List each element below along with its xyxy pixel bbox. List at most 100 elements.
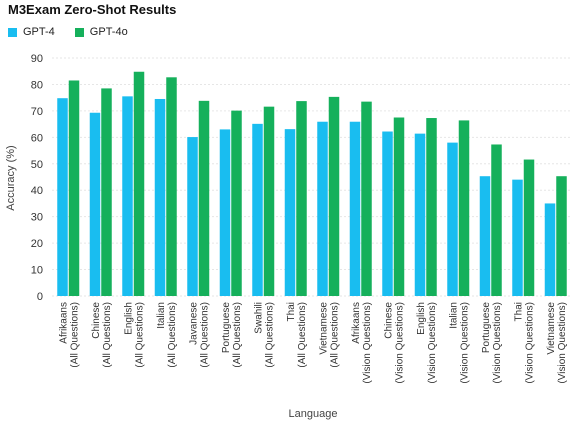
x-tick-label-line: Javanese [188, 302, 199, 345]
x-tick-label-line: (Vision Questions) [362, 302, 373, 384]
x-tick-label: Italian (Vision Questions) [448, 302, 470, 384]
legend-item-gpt-4o: GPT-4o [74, 26, 128, 38]
x-tick-label: Portuguese (Vision Questions) [481, 302, 503, 384]
x-tick-label: Afrikaans (All Questions) [58, 302, 80, 368]
x-tick-label: Vietnamese (Vision Questions) [546, 302, 568, 384]
x-tick-label-line: (Vision Questions) [394, 302, 405, 384]
bar-gpt-4o [556, 176, 567, 296]
y-tick-label: 80 [31, 79, 43, 91]
bar-gpt-4o [328, 96, 340, 296]
legend-label-gpt-4o: GPT-4o [89, 26, 128, 38]
x-tick-label-line: Portuguese [481, 302, 492, 354]
x-tick-label-line: (Vision Questions) [427, 302, 438, 384]
x-tick-label: Vietnamese (All Questions) [318, 302, 340, 368]
x-tick-label-line: (All Questions) [102, 302, 113, 368]
bar-gpt-4o [133, 71, 145, 296]
x-axis-ticks: Afrikaans (All Questions) Chinese (All Ques… [58, 302, 568, 384]
x-tick-label: Swahili (All Questions) [253, 302, 275, 368]
x-tick-label-line: Thai [286, 302, 297, 321]
x-tick-label-line: (All Questions) [69, 302, 80, 368]
x-tick-label-line: (All Questions) [232, 302, 243, 368]
x-tick-label-line: English [416, 302, 427, 335]
x-tick-label: Thai (All Questions) [286, 302, 308, 368]
x-tick-label-line: (Vision Questions) [557, 302, 568, 384]
bar-gpt-4o [491, 144, 502, 296]
x-tick-label: Thai (Vision Questions) [513, 302, 535, 384]
chart-title: M3Exam Zero-Shot Results [8, 2, 177, 17]
bar-gpt-4 [252, 123, 263, 296]
legend-item-gpt-4: GPT-4 [8, 26, 55, 38]
bar-gpt-4 [219, 129, 231, 296]
bar-gpt-4o [523, 159, 535, 296]
bar-gpt-4o [231, 110, 242, 296]
bar-gpt-4 [382, 131, 393, 296]
y-tick-label: 70 [31, 106, 43, 118]
bar-gpt-4 [479, 176, 491, 296]
x-tick-label: Chinese (All Questions) [91, 302, 113, 368]
x-tick-label: Italian (All Questions) [156, 302, 178, 368]
legend: GPT-4 GPT-4o [8, 26, 148, 38]
x-tick-label-line: (Vision Questions) [459, 302, 470, 384]
bar-gpt-4 [284, 129, 296, 296]
bar-gpt-4o [296, 101, 307, 296]
bar-gpt-4o [101, 88, 112, 297]
bar-gpt-4 [57, 98, 68, 296]
x-tick-label-line: (Vision Questions) [492, 302, 503, 384]
bar-gpt-4o [263, 106, 275, 296]
y-tick-label: 40 [31, 185, 43, 197]
x-tick-label-line: Swahili [253, 302, 264, 334]
x-tick-label: Afrikaans (Vision Questions) [351, 302, 373, 384]
bar-gpt-4o [361, 101, 372, 296]
x-tick-label-line: Vietnamese [546, 302, 557, 355]
bar-gpt-4 [544, 203, 556, 296]
bar-gpt-4 [187, 137, 198, 296]
bar-gpt-4 [512, 179, 523, 296]
x-tick-label-line: (All Questions) [297, 302, 308, 368]
bar-gpt-4o [458, 120, 470, 296]
x-tick-label: Chinese (Vision Questions) [383, 302, 405, 384]
x-tick-label-line: (Vision Questions) [524, 302, 535, 384]
bar-gpt-4 [154, 98, 166, 296]
y-axis-ticks: 0 10 20 30 40 50 60 70 80 90 [31, 53, 43, 303]
bar-gpt-4o [426, 118, 437, 296]
x-tick-label-line: Afrikaans [351, 302, 362, 344]
x-tick-label-line: Thai [513, 302, 524, 321]
x-axis-label: Language [289, 408, 338, 420]
bar-gpt-4o [198, 100, 210, 296]
y-tick-label: 10 [31, 265, 43, 277]
x-tick-label-line: Chinese [383, 302, 394, 339]
bars [57, 71, 567, 297]
x-tick-label-line: (All Questions) [264, 302, 275, 368]
y-tick-label: 90 [31, 53, 43, 65]
x-tick-label-line: English [123, 302, 134, 335]
bar-gpt-4 [447, 142, 458, 296]
bar-gpt-4 [317, 121, 328, 296]
y-tick-label: 20 [31, 238, 43, 250]
x-tick-label-line: (All Questions) [199, 302, 210, 368]
bar-gpt-4 [349, 121, 361, 296]
x-tick-label: Javanese (All Questions) [188, 302, 210, 368]
bar-gpt-4o [166, 77, 177, 296]
x-tick-label: Portuguese (All Questions) [221, 302, 243, 368]
bar-gpt-4o [393, 117, 405, 296]
x-tick-label-line: Portuguese [221, 302, 232, 354]
x-tick-label-line: (All Questions) [167, 302, 178, 368]
bar-gpt-4o [68, 80, 80, 296]
y-tick-label: 50 [31, 159, 43, 171]
x-tick-label: English (Vision Questions) [416, 302, 438, 384]
y-tick-label: 60 [31, 132, 43, 144]
x-tick-label-line: Vietnamese [318, 302, 329, 355]
x-tick-label-line: Italian [156, 302, 167, 329]
x-tick-label-line: Afrikaans [58, 302, 69, 344]
x-tick-label-line: (All Questions) [134, 302, 145, 368]
y-tick-label: 0 [37, 291, 43, 303]
x-tick-label-line: Italian [448, 302, 459, 329]
x-tick-label-line: Chinese [91, 302, 102, 339]
y-tick-label: 30 [31, 212, 43, 224]
y-axis-label: Accuracy (%) [5, 145, 17, 210]
x-tick-label: English (All Questions) [123, 302, 145, 368]
legend-swatch-gpt-4o [74, 27, 84, 37]
bar-gpt-4 [414, 133, 426, 296]
bar-gpt-4 [89, 112, 101, 297]
